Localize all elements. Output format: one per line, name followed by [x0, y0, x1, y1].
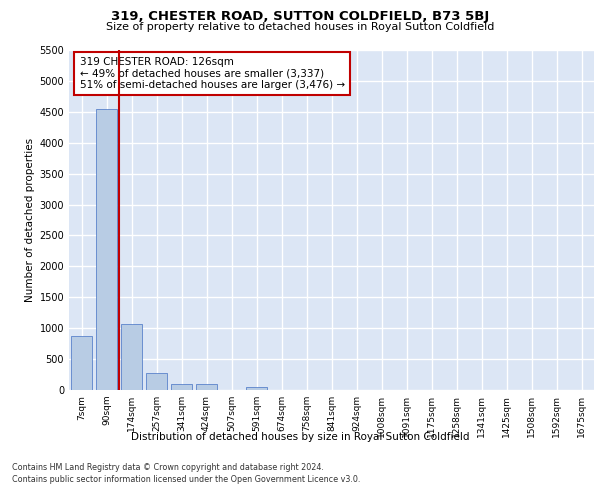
Bar [171, 384, 192, 390]
Bar [146, 373, 167, 390]
Text: Contains HM Land Registry data © Crown copyright and database right 2024.: Contains HM Land Registry data © Crown c… [12, 462, 324, 471]
Bar [196, 384, 217, 390]
Bar [96, 108, 117, 390]
Text: Distribution of detached houses by size in Royal Sutton Coldfield: Distribution of detached houses by size … [131, 432, 469, 442]
Bar [121, 324, 142, 390]
Bar [246, 386, 267, 390]
Text: Contains public sector information licensed under the Open Government Licence v3: Contains public sector information licen… [12, 475, 361, 484]
Text: 319, CHESTER ROAD, SUTTON COLDFIELD, B73 5BJ: 319, CHESTER ROAD, SUTTON COLDFIELD, B73… [111, 10, 489, 23]
Text: Size of property relative to detached houses in Royal Sutton Coldfield: Size of property relative to detached ho… [106, 22, 494, 32]
Bar [71, 336, 92, 390]
Y-axis label: Number of detached properties: Number of detached properties [25, 138, 35, 302]
Text: 319 CHESTER ROAD: 126sqm
← 49% of detached houses are smaller (3,337)
51% of sem: 319 CHESTER ROAD: 126sqm ← 49% of detach… [79, 57, 344, 90]
